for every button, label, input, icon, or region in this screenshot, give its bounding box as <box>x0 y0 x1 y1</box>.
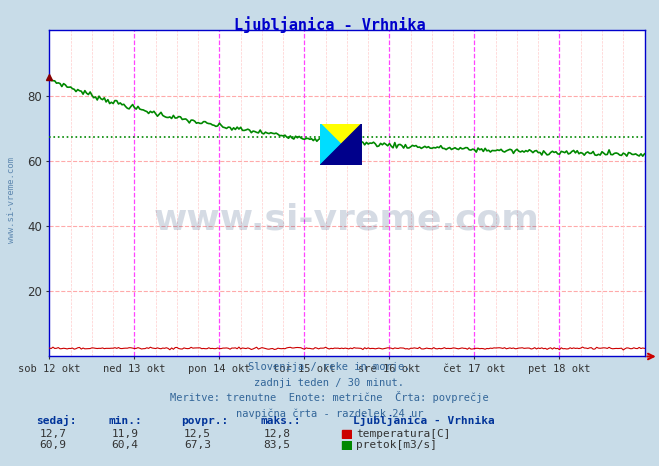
Text: povpr.:: povpr.: <box>181 416 229 426</box>
Text: 67,3: 67,3 <box>185 440 211 450</box>
Text: Slovenija / reke in morje.: Slovenija / reke in morje. <box>248 363 411 372</box>
Text: maks.:: maks.: <box>260 416 301 426</box>
Text: www.si-vreme.com: www.si-vreme.com <box>7 158 16 243</box>
Text: min.:: min.: <box>109 416 142 426</box>
Text: 12,8: 12,8 <box>264 429 290 439</box>
Text: zadnji teden / 30 minut.: zadnji teden / 30 minut. <box>254 378 405 388</box>
Text: 11,9: 11,9 <box>112 429 138 439</box>
Polygon shape <box>320 123 362 165</box>
Text: 12,7: 12,7 <box>40 429 66 439</box>
Text: 12,5: 12,5 <box>185 429 211 439</box>
Text: navpična črta - razdelek 24 ur: navpična črta - razdelek 24 ur <box>236 408 423 418</box>
Text: Meritve: trenutne  Enote: metrične  Črta: povprečje: Meritve: trenutne Enote: metrične Črta: … <box>170 391 489 403</box>
Polygon shape <box>320 123 362 165</box>
Text: pretok[m3/s]: pretok[m3/s] <box>356 440 437 450</box>
Polygon shape <box>320 123 362 165</box>
Text: Ljubljanica - Vrhnika: Ljubljanica - Vrhnika <box>234 16 425 33</box>
Text: 60,9: 60,9 <box>40 440 66 450</box>
Text: www.si-vreme.com: www.si-vreme.com <box>154 203 540 236</box>
Text: 60,4: 60,4 <box>112 440 138 450</box>
Text: sedaj:: sedaj: <box>36 415 76 426</box>
Text: Ljubljanica - Vrhnika: Ljubljanica - Vrhnika <box>353 415 494 426</box>
Text: temperatura[C]: temperatura[C] <box>356 429 450 439</box>
Text: 83,5: 83,5 <box>264 440 290 450</box>
